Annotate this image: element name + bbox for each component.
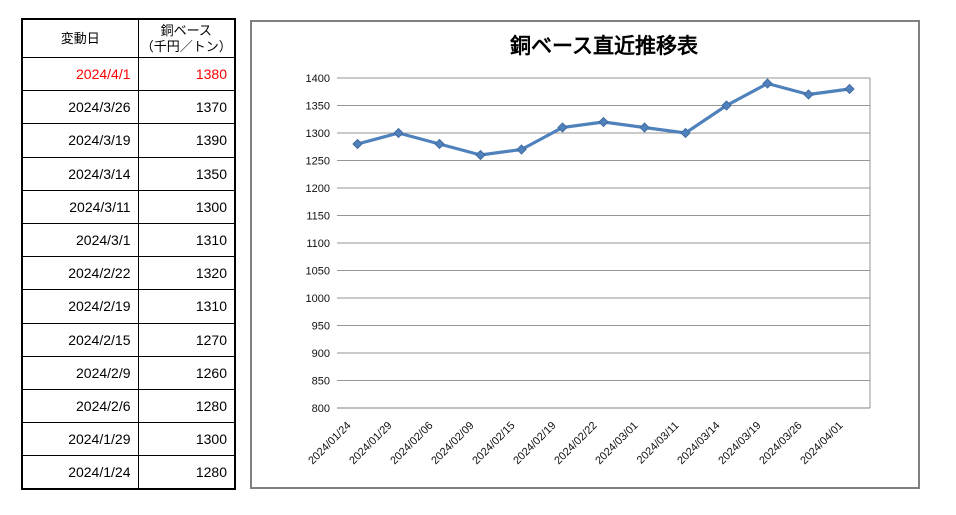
x-axis-tick-label: 2024/02/06 (388, 420, 435, 467)
table-row: 2024/2/22 1320 (21, 256, 236, 291)
cell-price: 1280 (137, 455, 236, 490)
cell-price: 1270 (137, 322, 236, 357)
table-row: 2024/3/11 1300 (21, 189, 236, 224)
x-axis-tick-label: 2024/03/14 (675, 420, 722, 467)
column-header-price: 銅ベース （千円／トン） (137, 18, 236, 58)
column-header-price-line2: （千円／トン） (140, 38, 232, 54)
x-axis-tick-label: 2024/04/01 (798, 420, 845, 467)
x-axis-tick-label: 2024/02/15 (470, 420, 517, 467)
table-header-row: 変動日 銅ベース （千円／トン） (21, 18, 236, 58)
y-axis-tick-label: 1000 (306, 293, 330, 305)
chart-frame: 銅ベース直近推移表 800 850 900 950 1000 1050 1100 1150 12… (250, 20, 920, 489)
cell-price: 1350 (137, 156, 236, 191)
table-row: 2024/3/19 1390 (21, 123, 236, 158)
cell-date: 2024/2/22 (21, 256, 139, 291)
x-axis-tick-label: 2024/03/26 (757, 420, 804, 467)
x-axis-tick-label: 2024/02/09 (429, 420, 476, 467)
y-axis-tick-label: 950 (312, 321, 330, 333)
data-point-marker (721, 100, 732, 111)
data-point-marker (803, 89, 814, 100)
y-axis-tick-label: 1400 (306, 73, 330, 85)
cell-price: 1310 (137, 289, 236, 324)
cell-date: 2024/3/19 (21, 123, 139, 158)
cell-price: 1320 (137, 256, 236, 291)
data-point-marker (680, 127, 691, 139)
cell-date: 2024/3/14 (21, 156, 139, 191)
cell-price: 1390 (137, 123, 236, 158)
cell-price: 1310 (137, 222, 236, 258)
cell-date: 2024/2/19 (21, 289, 139, 324)
y-axis-tick-label: 1300 (306, 128, 330, 140)
cell-date: 2024/2/15 (21, 322, 139, 357)
table-row: 2024/3/1 1310 (21, 222, 236, 258)
table-row: 2024/1/29 1300 (21, 422, 236, 457)
cell-price: 1300 (137, 422, 236, 457)
y-axis-tick-label: 850 (312, 376, 330, 388)
cell-date: 2024/1/24 (21, 455, 139, 490)
data-point-marker (352, 138, 363, 150)
copper-trend-chart: 銅ベース直近推移表 800 850 900 950 1000 1050 1100 1150 12… (306, 34, 871, 467)
table-row: 2024/2/15 1270 (21, 322, 236, 357)
data-point-marker (516, 144, 527, 155)
x-axis-labels: 2024/01/242024/01/292024/02/062024/02/09… (306, 420, 845, 467)
cell-date: 2024/3/26 (21, 90, 139, 125)
data-point-marker (598, 116, 609, 128)
cell-date: 2024/3/1 (21, 222, 139, 258)
cell-price: 1380 (137, 56, 236, 92)
table-row: 2024/3/26 1370 (21, 90, 236, 125)
y-axis-tick-label: 800 (312, 403, 330, 415)
cell-price: 1260 (137, 355, 236, 390)
x-axis-tick-label: 2024/01/29 (347, 420, 394, 467)
data-point-marker (393, 127, 404, 139)
x-axis-tick-label: 2024/02/19 (511, 420, 558, 467)
table-row: 2024/4/1 1380 (21, 56, 236, 92)
data-point-marker (639, 122, 650, 133)
cell-date: 2024/1/29 (21, 422, 139, 457)
table-row: 2024/3/14 1350 (21, 156, 236, 191)
price-table-body: 2024/4/1 1380 2024/3/26 1370 2024/3/19 1390 20… (21, 56, 236, 490)
data-point-marker (434, 138, 445, 150)
x-axis-tick-label: 2024/02/22 (552, 420, 599, 467)
cell-price: 1370 (137, 90, 236, 125)
chart-title: 銅ベース直近推移表 (510, 34, 699, 58)
y-axis-labels: 800 850 900 950 1000 1050 1100 1150 1200 1250 1300… (306, 73, 330, 415)
table-row: 2024/2/6 1280 (21, 388, 236, 424)
column-header-price-line1: 銅ベース (160, 22, 212, 38)
data-point-marker (475, 149, 486, 161)
data-point-marker (557, 122, 568, 133)
data-point-marker (844, 83, 855, 95)
table-row: 2024/1/24 1280 (21, 455, 236, 490)
x-axis-tick-label: 2024/03/11 (635, 420, 682, 467)
cell-price: 1280 (137, 388, 236, 424)
data-point-marker (762, 78, 773, 89)
x-axis-tick-label: 2024/01/24 (306, 420, 353, 467)
y-axis-tick-label: 900 (312, 348, 330, 360)
data-series (352, 78, 855, 161)
x-axis-tick-label: 2024/03/01 (593, 420, 640, 467)
x-axis-tick-label: 2024/03/19 (716, 420, 763, 467)
column-header-date: 変動日 (21, 18, 139, 58)
cell-date: 2024/2/9 (21, 355, 139, 390)
table-row: 2024/2/9 1260 (21, 355, 236, 390)
gridlines (337, 77, 871, 409)
y-axis-tick-label: 1150 (306, 211, 330, 223)
cell-price: 1300 (137, 189, 236, 224)
price-table: 変動日 銅ベース （千円／トン） 2024/4/1 1380 2024/3/26 13… (21, 18, 236, 491)
table-row: 2024/2/19 1310 (21, 289, 236, 324)
y-axis-tick-label: 1200 (306, 183, 330, 195)
y-axis-tick-label: 1050 (306, 266, 330, 278)
y-axis-tick-label: 1100 (306, 238, 330, 250)
cell-date: 2024/4/1 (21, 56, 139, 92)
cell-date: 2024/2/6 (21, 388, 139, 424)
cell-date: 2024/3/11 (21, 189, 139, 224)
y-axis-tick-label: 1350 (306, 101, 330, 113)
y-axis-tick-label: 1250 (306, 156, 330, 168)
